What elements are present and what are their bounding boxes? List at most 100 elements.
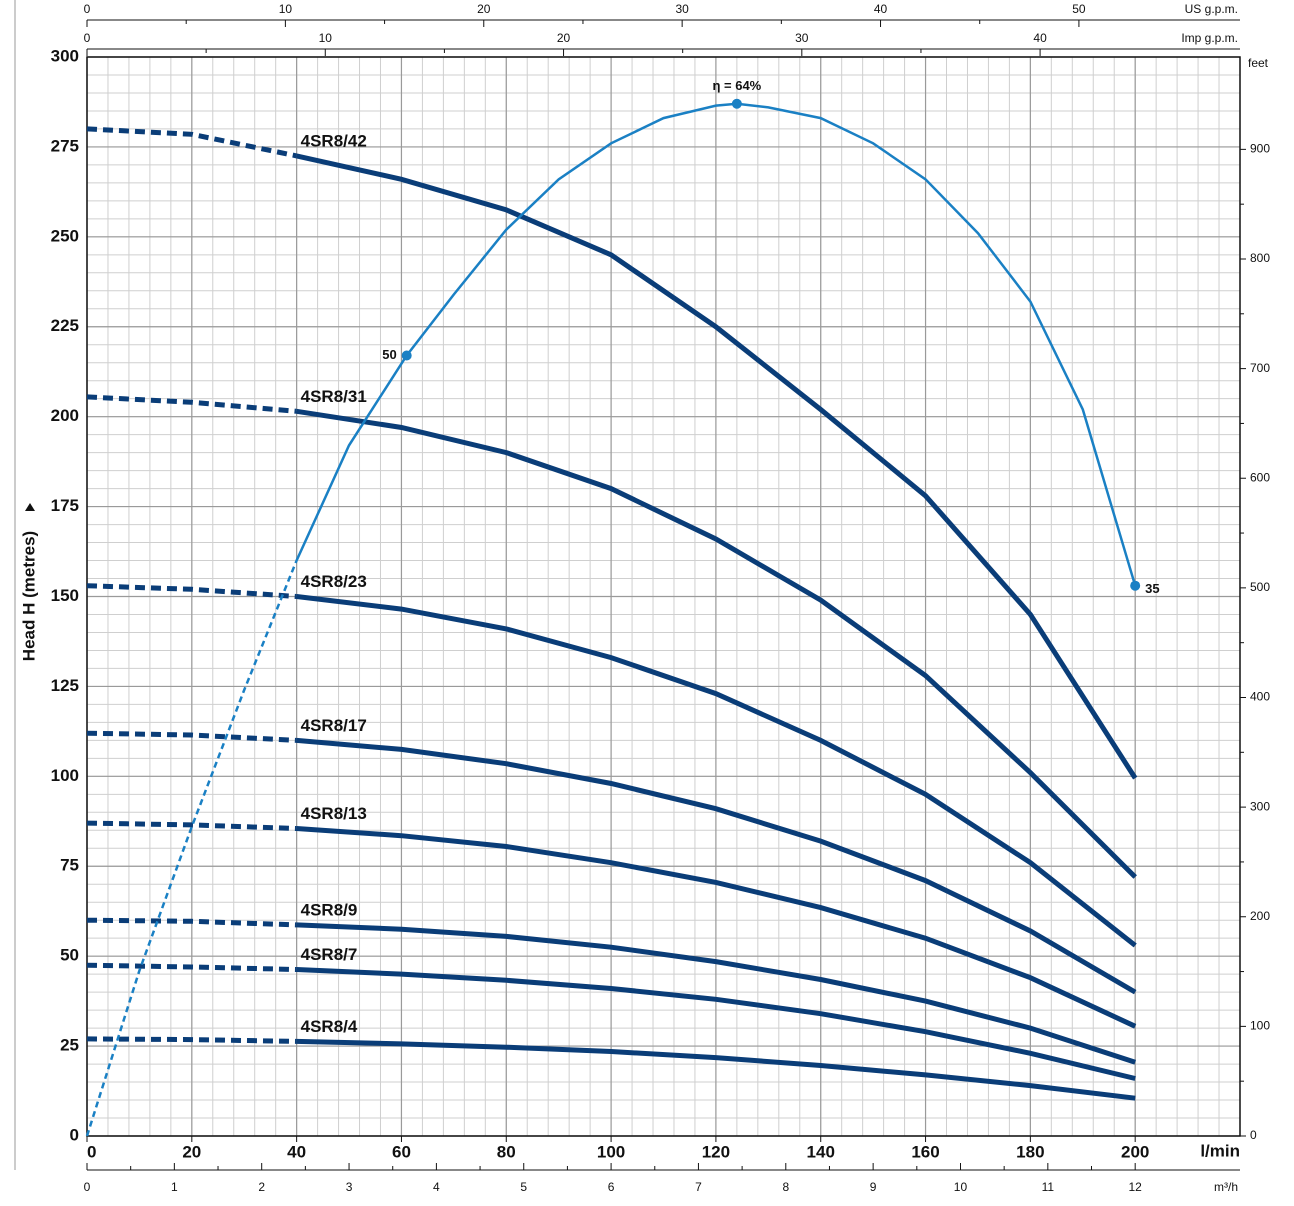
y-tick-label: 75 [60,856,79,875]
secondary-tick-label: 30 [795,31,809,45]
axes: 0 20 40 60 80 100 120 140 160 180 2000255075100125… [51,2,1271,1194]
y2-tick-label: 800 [1250,251,1270,265]
secondary-tick-label: 50 [1072,2,1086,16]
secondary-tick-label: 8 [782,1180,789,1194]
y2-tick-label: 300 [1250,799,1270,813]
x-tick-label: 160 [911,1142,939,1161]
x-tick-label: 100 [597,1142,625,1161]
x-tick-label: 120 [702,1142,730,1161]
x-tick-label: 200 [1121,1142,1149,1161]
efficiency-point [1130,580,1141,591]
efficiency-curve [85,560,298,1137]
pump-curve [296,967,1136,1081]
curve-label: 4SR8/42 [301,131,367,150]
y-tick-label: 200 [51,406,79,425]
pump-curve [296,153,1138,780]
pump-curve [296,922,1136,1065]
y-tick-label: 300 [51,46,79,65]
efficiency-point [401,350,412,361]
secondary-tick-label: 20 [557,31,571,45]
pump-curve [296,737,1137,995]
pump-curve [86,394,297,414]
y2-tick-label: 100 [1250,1019,1270,1033]
secondary-tick-label: 0 [84,2,91,16]
secondary-tick-label: 7 [695,1180,702,1194]
secondary-tick-label: 11 [1042,1180,1055,1194]
y-tick-label: 0 [70,1125,79,1144]
secondary-tick-label: 6 [608,1180,615,1194]
y-tick-label: 100 [51,766,79,785]
pump-curve [296,826,1137,1029]
y-tick-label: 150 [51,586,79,605]
secondary-axis-title: Imp g.p.m. [1181,31,1238,45]
secondary-tick-label: 10 [954,1180,968,1194]
curve-label: 4SR8/23 [301,572,367,591]
pump-curve [86,730,297,743]
y2-tick-label: 200 [1250,909,1270,923]
x-tick-label: 60 [392,1142,411,1161]
secondary-axis-title: US g.p.m. [1185,2,1238,16]
curve-label: 4SR8/4 [301,1017,358,1036]
pump-curve [86,126,298,159]
pump-curve [86,1036,297,1044]
x-tick-label: 140 [807,1142,835,1161]
secondary-tick-label: 40 [1033,31,1047,45]
y-tick-label: 250 [51,226,79,245]
secondary-tick-label: 0 [84,31,91,45]
curve-label: 4SR8/17 [301,716,367,735]
secondary-tick-label: 10 [319,31,333,45]
y2-tick-label: 0 [1250,1128,1257,1142]
secondary-tick-label: 2 [258,1180,265,1194]
plot-frame [86,56,1241,1137]
pump-curve [296,408,1137,879]
secondary-tick-label: 4 [433,1180,440,1194]
pump-curve [86,962,297,972]
y-axis-title: Head H (metres) [19,531,38,661]
y2-tick-label: 700 [1250,361,1270,375]
y2-tick-label: 500 [1250,580,1270,594]
y2-axis-title: feet [1248,56,1269,70]
x-axis-title: l/min [1200,1141,1240,1160]
secondary-tick-label: 40 [874,2,888,16]
secondary-tick-label: 10 [279,2,293,16]
secondary-tick-label: 5 [520,1180,527,1194]
y-tick-label: 25 [60,1036,79,1055]
secondary-tick-label: 12 [1129,1180,1143,1194]
pump-curve [86,820,297,831]
x-tick-label: 180 [1016,1142,1044,1161]
y-tick-label: 50 [60,946,79,965]
y2-tick-label: 900 [1250,142,1270,156]
marks: 4SR8/42 4SR8/31 4SR8/23 4SR8/17 4SR8/13 4SR8/… [85,78,1160,1137]
efficiency-label: η = 64% [712,78,761,93]
y-tick-label: 175 [51,496,79,515]
efficiency-label: 50 [382,347,396,362]
efficiency-point [731,98,742,109]
pump-curve [86,583,297,599]
secondary-tick-label: 0 [84,1180,91,1194]
y-axis-arrow [25,503,35,511]
secondary-axis-title: m³/h [1214,1180,1238,1194]
x-tick-label: 40 [287,1142,306,1161]
y2-tick-label: 400 [1250,690,1270,704]
y-tick-label: 275 [51,136,79,155]
pump-curve [296,1038,1136,1101]
efficiency-label: 35 [1145,581,1159,596]
curve-label: 4SR8/9 [301,900,358,919]
x-tick-label: 0 [87,1142,96,1161]
pump-curve [86,917,297,928]
efficiency-curve [295,102,1137,587]
grid [86,56,1240,1137]
secondary-tick-label: 1 [171,1180,178,1194]
secondary-tick-label: 20 [477,2,491,16]
secondary-tick-label: 3 [346,1180,353,1194]
curve-label: 4SR8/31 [301,387,367,406]
curve-label: 4SR8/7 [301,945,358,964]
y2-tick-label: 600 [1250,470,1270,484]
x-tick-label: 20 [182,1142,201,1161]
curve-label: 4SR8/13 [301,804,367,823]
x-tick-label: 80 [497,1142,516,1161]
secondary-tick-label: 9 [870,1180,877,1194]
secondary-tick-label: 30 [675,2,689,16]
